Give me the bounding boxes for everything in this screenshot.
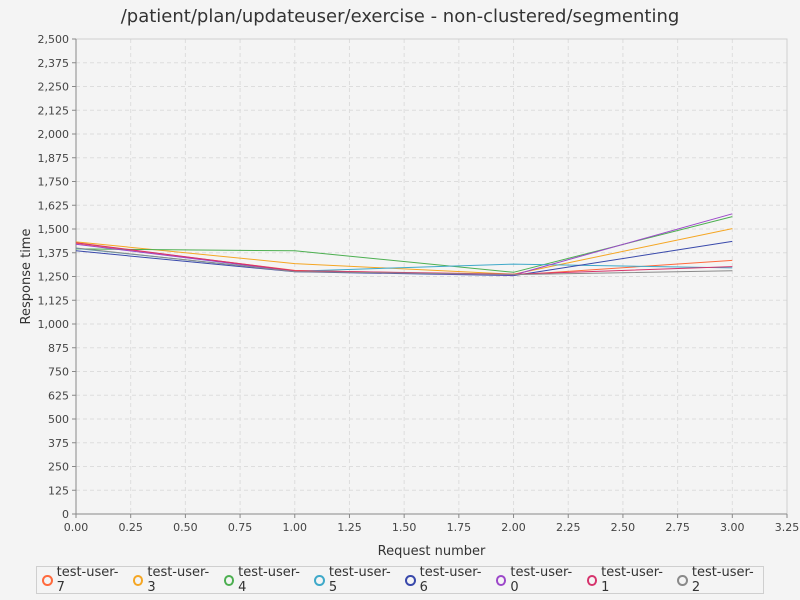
- legend-item-test-user-6[interactable]: test-user-6: [405, 565, 486, 595]
- y-tick-label: 500: [48, 413, 69, 426]
- legend-label: test-user-6: [419, 565, 482, 595]
- legend-marker-icon: [586, 574, 598, 586]
- legend-marker-icon: [405, 574, 416, 586]
- y-tick-label: 375: [48, 437, 69, 450]
- y-tick-label: 625: [48, 389, 69, 402]
- axes: 0 125 250 375 500 625 750 875 1,000 1,125 1,250 1,3…: [38, 33, 800, 534]
- x-tick-label: 1.50: [392, 521, 417, 534]
- series-line-test-user-6: [75, 240, 733, 277]
- chart-title: /patient/plan/updateuser/exercise - non-…: [120, 6, 680, 27]
- x-tick-label: 3.00: [720, 521, 745, 534]
- x-tick-label: 0.25: [118, 521, 143, 534]
- legend-label: test-user-7: [56, 565, 119, 595]
- legend-item-test-user-1[interactable]: test-user-1: [586, 565, 668, 595]
- legend-label: test-user-3: [147, 565, 210, 595]
- legend-marker-icon: [314, 574, 325, 586]
- y-tick-label: 0: [62, 508, 69, 521]
- y-tick-label: 750: [48, 366, 69, 379]
- series-lines: [75, 213, 733, 277]
- legend-label: test-user-4: [238, 565, 300, 595]
- y-tick-label: 1,625: [38, 199, 70, 212]
- x-tick-label: 2.75: [665, 521, 690, 534]
- y-tick-label: 1,500: [38, 223, 70, 236]
- legend-item-test-user-2[interactable]: test-user-2: [677, 565, 758, 595]
- y-tick-label: 2,250: [38, 81, 70, 94]
- y-tick-label: 125: [48, 484, 69, 497]
- series-line-test-user-2: [75, 247, 733, 276]
- y-tick-label: 2,000: [38, 128, 70, 141]
- legend-item-test-user-4[interactable]: test-user-4: [223, 565, 305, 595]
- y-tick-label: 875: [48, 342, 69, 355]
- legend: test-user-7 test-user-3 test-user-4 test-us…: [36, 565, 764, 595]
- y-tick-label: 1,000: [38, 318, 70, 331]
- y-axis-label: Response time: [19, 229, 34, 325]
- x-tick-label: 0.00: [64, 521, 89, 534]
- y-tick-label: 2,500: [38, 33, 70, 46]
- y-tick-label: 2,375: [38, 57, 70, 70]
- legend-marker-icon: [132, 574, 144, 586]
- x-tick-label: 2.25: [556, 521, 581, 534]
- x-tick-label: 0.75: [228, 521, 253, 534]
- y-tick-label: 1,125: [38, 294, 70, 307]
- y-tick-label: 1,250: [38, 271, 70, 284]
- y-tick-label: 250: [48, 461, 69, 474]
- x-tick-label: 1.25: [337, 521, 362, 534]
- x-axis-label: Request number: [378, 544, 486, 559]
- legend-item-test-user-3[interactable]: test-user-3: [132, 565, 214, 595]
- legend-marker-icon: [42, 574, 53, 586]
- series-line-test-user-1: [75, 242, 733, 275]
- y-tick-label: 1,875: [38, 152, 70, 165]
- legend-label: test-user-1: [601, 565, 663, 595]
- x-tick-label: 0.50: [173, 521, 198, 534]
- legend-label: test-user-5: [328, 565, 391, 595]
- legend-item-test-user-0[interactable]: test-user-0: [495, 565, 577, 595]
- x-tick-label: 1.75: [447, 521, 472, 534]
- legend-marker-icon: [677, 574, 688, 586]
- legend-marker-icon: [223, 574, 235, 586]
- x-tick-label: 2.00: [501, 521, 526, 534]
- legend-item-test-user-7[interactable]: test-user-7: [42, 565, 123, 595]
- legend-label: test-user-0: [510, 565, 573, 595]
- series-line-test-user-3: [75, 228, 733, 275]
- x-tick-label: 1.00: [283, 521, 308, 534]
- y-tick-label: 2,125: [38, 104, 70, 117]
- legend-item-test-user-5[interactable]: test-user-5: [314, 565, 395, 595]
- grid: [75, 38, 788, 515]
- legend-marker-icon: [495, 574, 507, 586]
- x-tick-label: 2.50: [611, 521, 636, 534]
- y-tick-label: 1,750: [38, 176, 70, 189]
- y-tick-label: 1,375: [38, 247, 70, 260]
- legend-label: test-user-2: [691, 565, 754, 595]
- x-tick-label: 3.25: [775, 521, 800, 534]
